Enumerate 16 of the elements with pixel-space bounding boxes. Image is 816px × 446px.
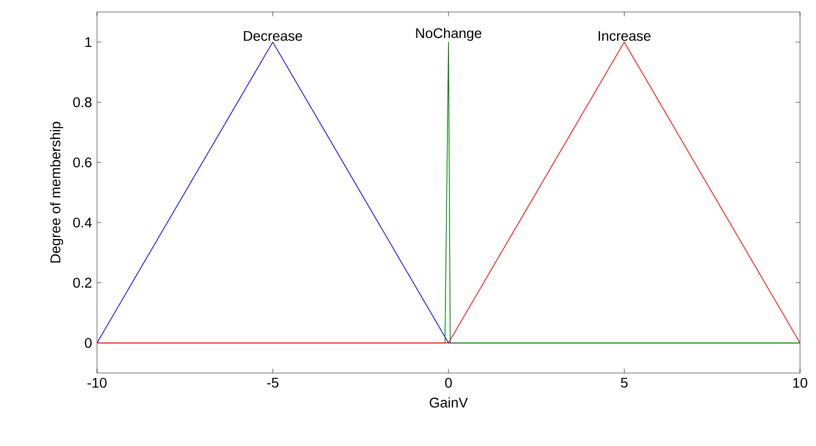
x-tick-label: -5 xyxy=(267,378,278,388)
y-tick-label: 0.2 xyxy=(73,278,92,288)
x-tick-label: 5 xyxy=(620,378,628,388)
x-tick-label: 0 xyxy=(445,378,452,388)
x-tick-label: -10 xyxy=(88,378,107,388)
x-tick-label: 10 xyxy=(793,378,808,388)
x-axis-title: GainV xyxy=(430,397,468,408)
annotation: Decrease xyxy=(244,31,302,41)
y-tick-label: 0.4 xyxy=(73,218,92,228)
annotation: NoChange xyxy=(416,28,482,41)
y-axis-title: Degree of membership xyxy=(50,122,64,263)
y-tick-label: 1 xyxy=(85,37,92,47)
y-tick-label: 0 xyxy=(84,338,92,348)
annotation: Increase xyxy=(598,31,650,41)
y-tick-label: 0.6 xyxy=(73,157,92,168)
y-tick-label: 0.8 xyxy=(73,97,92,108)
